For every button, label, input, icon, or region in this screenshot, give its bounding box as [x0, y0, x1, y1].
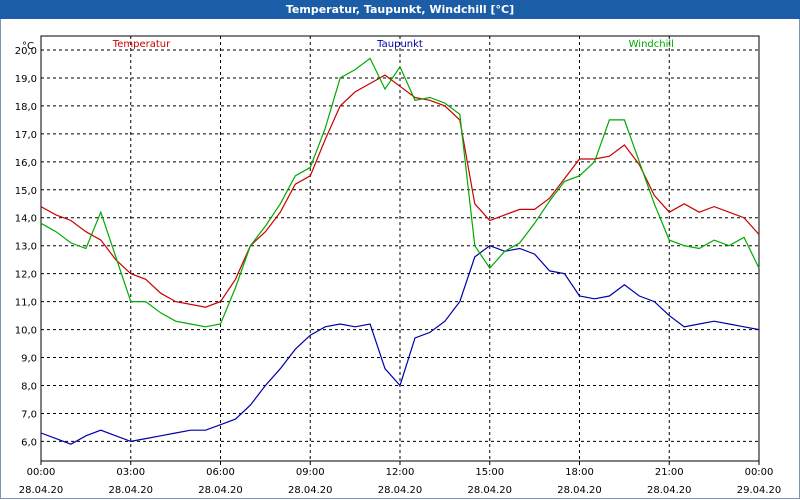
y-tick-label: 12,0: [15, 270, 37, 281]
chart-frame: 6,0 7,0 8,0 9,0 10,0 11,0 12,0 13,0 14,0 15,0 16,0…: [0, 19, 800, 499]
y-tick-label: 11,0: [15, 298, 37, 309]
y-tick-label: 16,0: [15, 158, 37, 169]
x-tick-label: 00:00: [27, 467, 56, 478]
x-tick-label: 06:00: [206, 467, 235, 478]
y-tick-label: 14,0: [15, 214, 37, 225]
series-line-windchill: [40, 57, 760, 328]
x-tick-label: 18:00: [565, 467, 594, 478]
y-tick-label: 7,0: [21, 409, 37, 420]
x-tick-date: 29.04.20: [737, 485, 782, 496]
series-line-temperatur: [40, 74, 760, 308]
series-line-taupunkt: [40, 245, 760, 445]
x-tick-date: 28.04.20: [557, 485, 602, 496]
y-tick-label: 8,0: [21, 382, 37, 393]
plot-area-border: [40, 35, 760, 462]
x-tick-date: 28.04.20: [288, 485, 333, 496]
x-tick-label: 03:00: [116, 467, 145, 478]
x-tick-date: 28.04.20: [467, 485, 512, 496]
y-tick-label: 9,0: [21, 354, 37, 365]
y-axis-label: °C: [22, 41, 34, 52]
x-tick-label: 12:00: [386, 467, 415, 478]
y-tick-label: 18,0: [15, 102, 37, 113]
x-tick-label: 15:00: [475, 467, 504, 478]
x-tick-date: 28.04.20: [19, 485, 64, 496]
x-tick-label: 21:00: [655, 467, 684, 478]
x-tick-date: 28.04.20: [198, 485, 243, 496]
x-tick-date: 28.04.20: [647, 485, 692, 496]
x-tick-label: 00:00: [745, 467, 774, 478]
y-tick-label: 13,0: [15, 242, 37, 253]
legend-windchill: Windchill: [629, 39, 674, 50]
line-chart: 6,0 7,0 8,0 9,0 10,0 11,0 12,0 13,0 14,0 15,0 16,0…: [15, 35, 782, 496]
x-tick-label: 09:00: [296, 467, 325, 478]
y-tick-label: 19,0: [15, 74, 37, 85]
y-tick-label: 20,0: [15, 46, 37, 57]
legend-temperatur: Temperatur: [112, 39, 171, 50]
y-tick-label: 10,0: [15, 326, 37, 337]
x-tick-date: 28.04.20: [108, 485, 153, 496]
legend-taupunkt: Taupunkt: [376, 39, 423, 50]
y-tick-label: 6,0: [21, 437, 37, 448]
chart-title: Temperatur, Taupunkt, Windchill [°C]: [0, 0, 800, 19]
x-tick-date: 28.04.20: [378, 485, 423, 496]
y-tick-label: 17,0: [15, 130, 37, 141]
y-tick-label: 15,0: [15, 186, 37, 197]
